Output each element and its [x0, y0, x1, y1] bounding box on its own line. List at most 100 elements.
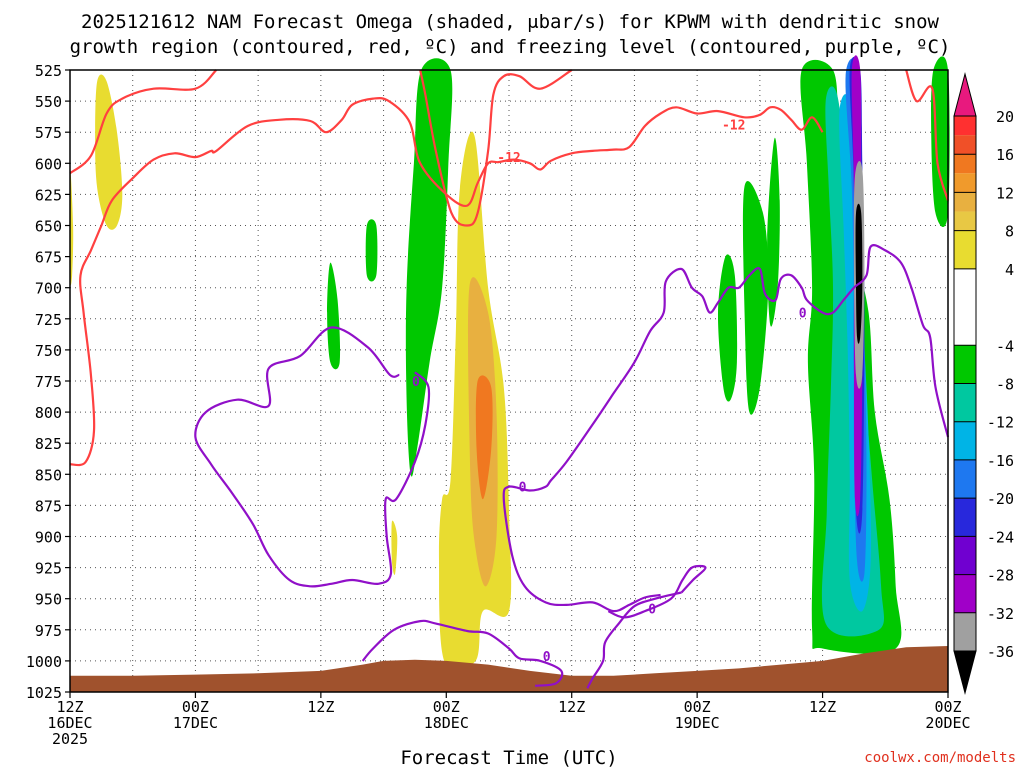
x-tick-label: 12Z [809, 698, 836, 716]
colorbar: 20 16 12 8 4 -4 -8 -12 -16 -20 -24 -28 -32 -36 [953, 72, 1014, 695]
y-tick-label: 725 [35, 311, 62, 329]
colorbar-band [954, 574, 976, 613]
colorbar-top-arrow [953, 72, 977, 117]
surface-terrain [70, 646, 948, 692]
x-tick-label: 00Z [433, 698, 460, 716]
colorbar-band [954, 230, 976, 269]
colorbar-band [954, 135, 976, 155]
freezing-contour-label: 0 [543, 650, 551, 665]
omega-shading [69, 55, 950, 671]
x-tick-label: 17DEC [173, 714, 218, 732]
y-tick-label: 1025 [26, 684, 62, 702]
y-tick-label: 675 [35, 249, 62, 267]
colorbar-band [954, 612, 976, 651]
chart-title-line-2: growth region (contoured, red, ºC) and f… [70, 36, 951, 58]
x-tick-label: 00Z [684, 698, 711, 716]
colorbar-band [954, 498, 976, 537]
colorbar-label: 8 [1005, 223, 1014, 241]
x-tick-label: 16DEC [47, 714, 92, 732]
colorbar-label: -24 [987, 528, 1014, 546]
y-axis: 525 550 575 600 625 650 675 700 725 750 775 800 825 8… [26, 62, 70, 702]
omega-region [717, 254, 738, 402]
freezing-contour-line [361, 619, 564, 687]
x-tick-label: 00Z [182, 698, 209, 716]
x-tick-label: 19DEC [675, 714, 720, 732]
x-tick-label: 2025 [52, 730, 88, 748]
colorbar-band [954, 345, 976, 384]
dgz-contour-line [419, 69, 573, 227]
credit-text: coolwx.com/modelts [864, 750, 1016, 766]
colorbar-band [954, 211, 976, 231]
colorbar-label: -12 [987, 414, 1014, 432]
colorbar-label: 12 [996, 184, 1014, 202]
x-tick-label: 18DEC [424, 714, 469, 732]
colorbar-band [954, 383, 976, 422]
y-tick-label: 700 [35, 280, 62, 298]
omega-region [855, 203, 863, 344]
y-tick-label: 875 [35, 497, 62, 515]
x-tick-label: 00Z [934, 698, 961, 716]
colorbar-label: -32 [987, 605, 1014, 623]
colorbar-label: -8 [996, 376, 1014, 394]
y-tick-label: 1000 [26, 653, 62, 671]
colorbar-band [954, 268, 976, 346]
freezing-contour-label: 0 [648, 603, 656, 618]
dgz-contour-line [69, 69, 218, 175]
colorbar-band [954, 536, 976, 575]
y-tick-label: 825 [35, 435, 62, 453]
colorbar-label: -4 [996, 337, 1014, 355]
y-tick-label: 925 [35, 560, 62, 578]
omega-region [475, 375, 493, 500]
omega-region [365, 219, 378, 282]
colorbar-label: -36 [987, 643, 1014, 661]
x-tick-label: 12Z [558, 698, 585, 716]
colorbar-band [954, 421, 976, 460]
chart-title-line-1: 2025121612 NAM Forecast Omega (shaded, μ… [81, 11, 939, 33]
surface-terrain-fill [70, 646, 948, 692]
freezing-contour-label: 0 [412, 375, 420, 390]
colorbar-band [954, 154, 976, 174]
colorbar-band [954, 459, 976, 499]
omega-region [931, 56, 950, 227]
colorbar-band [954, 192, 976, 212]
y-tick-label: 525 [35, 62, 62, 80]
dgz-contour-label: -12 [722, 119, 745, 134]
y-tick-label: 625 [35, 186, 62, 204]
omega-region [95, 74, 123, 230]
colorbar-band [954, 116, 976, 136]
omega-region [391, 520, 398, 575]
dgz-contours [69, 69, 950, 467]
freezing-contour-line [502, 243, 950, 613]
x-tick-label: 20DEC [925, 714, 970, 732]
omega-region [405, 58, 453, 477]
dgz-contour-label: -12 [497, 151, 520, 166]
freezing-level-contours [194, 243, 950, 689]
colorbar-label: 16 [996, 146, 1014, 164]
x-axis-label: Forecast Time (UTC) [400, 747, 617, 768]
freezing-contour-line [194, 326, 431, 588]
dgz-contour-line [905, 69, 950, 201]
x-tick-label: 12Z [307, 698, 334, 716]
y-tick-label: 775 [35, 373, 62, 391]
y-tick-label: 975 [35, 622, 62, 640]
y-tick-label: 800 [35, 404, 62, 422]
y-tick-label: 750 [35, 342, 62, 360]
colorbar-label: 20 [996, 108, 1014, 126]
y-tick-label: 650 [35, 218, 62, 236]
omega-region [742, 180, 769, 415]
freezing-contour-line [586, 591, 682, 689]
colorbar-label: -16 [987, 452, 1014, 470]
y-tick-label: 950 [35, 591, 62, 609]
colorbar-band [954, 173, 976, 193]
omega-region [767, 137, 780, 327]
freezing-contour-label: 0 [519, 481, 527, 496]
y-tick-label: 900 [35, 529, 62, 547]
contour-labels: -12 -12 0 0 0 0 0 [412, 119, 807, 665]
y-tick-label: 575 [35, 124, 62, 142]
freezing-contour-label: 0 [799, 307, 807, 322]
plot-area: -12 -12 0 0 0 0 0 [69, 55, 950, 693]
colorbar-label: -20 [987, 490, 1014, 508]
colorbar-bottom-arrow [953, 650, 977, 695]
